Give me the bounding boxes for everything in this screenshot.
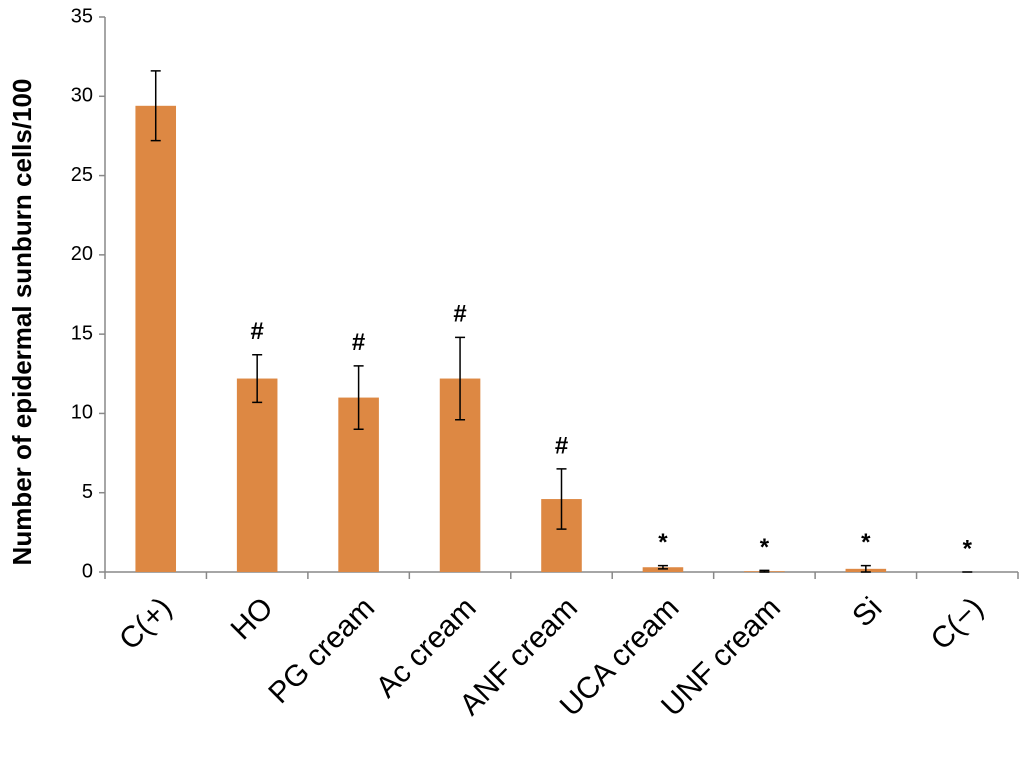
bar: [135, 105, 177, 573]
y-tick-label: 10: [71, 402, 93, 424]
error-bar: [353, 365, 364, 431]
bar: [236, 378, 278, 572]
annotation: #: [555, 432, 568, 459]
y-tick-label: 35: [71, 5, 93, 27]
y-tick-label: 20: [71, 243, 93, 265]
x-tick-label: HO: [225, 591, 280, 646]
annotation: #: [352, 329, 365, 356]
x-tick-label: C(−): [925, 591, 990, 656]
y-tick-label: 30: [71, 85, 93, 107]
annotation: *: [760, 534, 770, 561]
error-bar: [150, 70, 161, 142]
y-tick-label: 15: [71, 322, 93, 344]
error-bar: [759, 569, 770, 573]
error-bar: [657, 564, 668, 570]
annotation: *: [658, 529, 668, 556]
y-tick-label: 5: [82, 481, 93, 503]
y-tick-label: 0: [82, 560, 93, 582]
annotation: #: [453, 301, 466, 328]
x-tick-label: PG cream: [262, 591, 381, 710]
error-bar: [556, 468, 567, 530]
error-bar: [455, 336, 466, 421]
y-axis-label: Number of epidermal sunburn cells/100: [7, 79, 37, 566]
annotation: *: [861, 529, 871, 556]
x-tick-label: C(+): [113, 591, 178, 656]
error-bar: [860, 564, 871, 573]
annotation: #: [250, 318, 263, 345]
annotation: *: [963, 535, 973, 562]
x-tick-label: Si: [846, 591, 888, 633]
y-tick-label: 25: [71, 164, 93, 186]
error-bar: [252, 354, 263, 404]
bar: [642, 567, 684, 572]
